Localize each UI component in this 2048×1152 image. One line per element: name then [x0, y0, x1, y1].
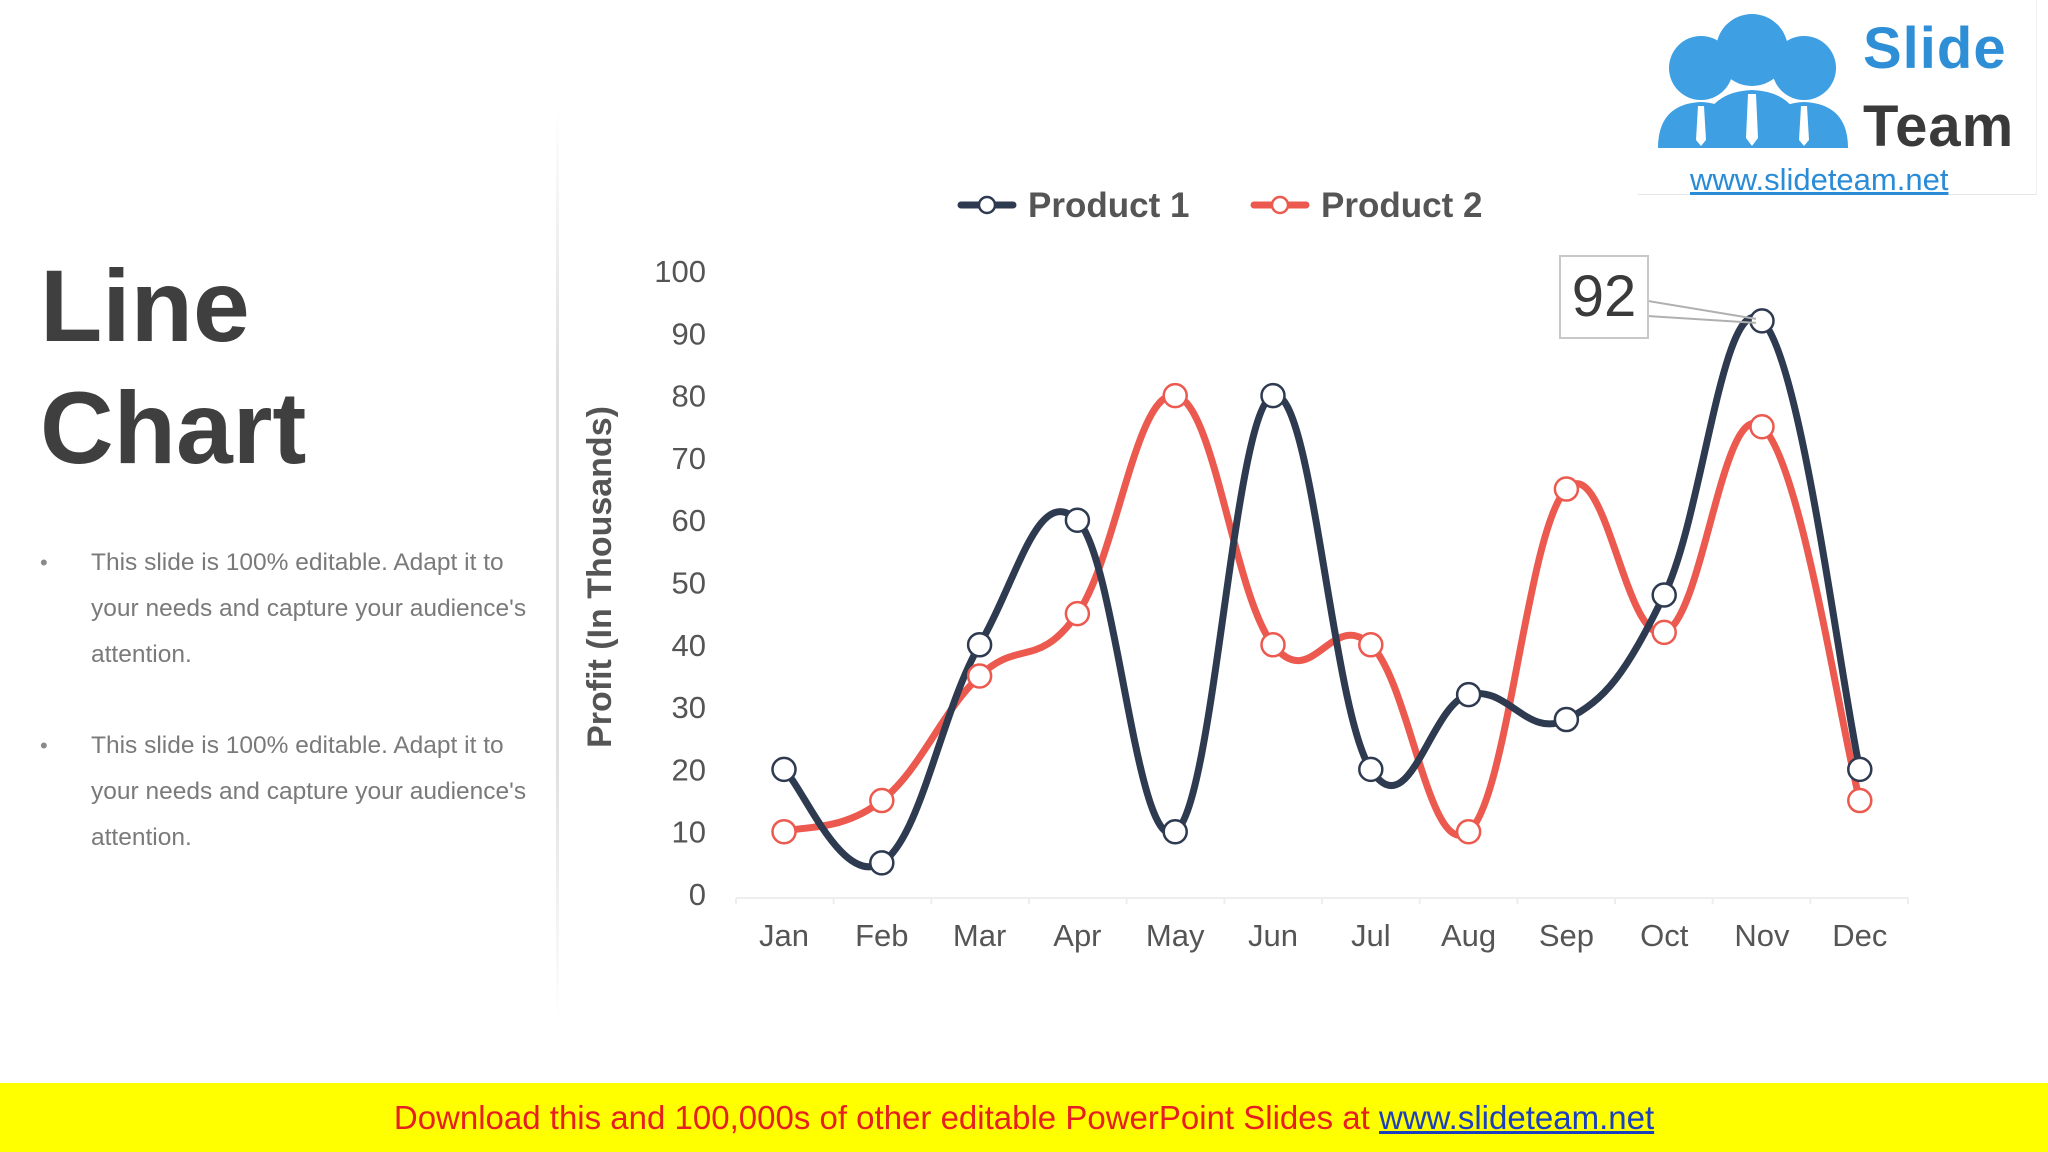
title-line-1: Line — [40, 249, 250, 363]
data-point-series-2 — [1847, 787, 1873, 814]
data-point-series-2 — [771, 818, 797, 845]
data-point-series-1 — [1553, 706, 1580, 733]
data-point-series-1 — [1749, 308, 1775, 334]
annotation-box — [1559, 255, 1649, 339]
x-tick-label: May — [1146, 918, 1205, 953]
data-point-series-1 — [1651, 582, 1677, 608]
data-point-series-2 — [1553, 476, 1580, 502]
y-tick-label: 60 — [672, 503, 706, 538]
annotation-leader — [1647, 300, 1757, 320]
data-point-series-2 — [1358, 632, 1384, 658]
legend-swatch-marker — [977, 195, 997, 215]
series-line-2 — [780, 392, 1864, 839]
x-tick-label: Sep — [1539, 918, 1594, 953]
y-tick-label: 0 — [689, 877, 706, 912]
series-line-1 — [780, 314, 1864, 871]
x-tick-label: Jan — [759, 918, 809, 953]
annotation-label: 92 — [1572, 264, 1637, 329]
bullet-text-line: your needs and capture your audience's — [91, 778, 527, 805]
y-tick-label: 30 — [672, 690, 706, 725]
annotation-leader — [1647, 315, 1757, 324]
y-axis-label: Profit (In Thousands) — [581, 406, 619, 748]
logo-word-team: Team — [1863, 94, 2015, 159]
y-tick-label: 20 — [672, 752, 706, 787]
data-point-series-2 — [1749, 414, 1775, 440]
data-point-series-1 — [1358, 756, 1384, 783]
logo-word-slide: Slide — [1863, 16, 2007, 81]
x-tick-label: Dec — [1832, 918, 1887, 953]
y-tick-label: 10 — [672, 815, 706, 850]
legend-label: Product 1 — [1028, 186, 1189, 225]
slideteam-logo: Slide Team www.slideteam.net — [1638, 0, 2037, 197]
x-tick-label: Apr — [1053, 918, 1101, 953]
bullet-dot-icon: • — [40, 733, 48, 758]
data-point-series-1 — [1847, 756, 1873, 783]
bullet-item: • This slide is 100% editable. Adapt it … — [40, 723, 560, 861]
data-point-series-2 — [1455, 818, 1482, 845]
banner-text: Download this and 100,000s of other edit… — [393, 1099, 1379, 1136]
y-tick-label: 90 — [672, 316, 706, 351]
bullet-dot-icon: • — [40, 550, 48, 575]
data-point-series-2 — [1651, 619, 1677, 646]
data-point-series-1 — [966, 632, 993, 658]
x-tick-label: Aug — [1441, 918, 1496, 953]
y-tick-label: 100 — [654, 254, 706, 289]
data-point-series-2 — [869, 787, 895, 814]
y-tick-label: 70 — [672, 441, 706, 476]
logo-frame — [1638, 0, 2037, 195]
data-point-series-2 — [1162, 382, 1188, 409]
bullet-text-line: This slide is 100% editable. Adapt it to — [91, 549, 504, 576]
bullet-text-line: attention. — [91, 824, 192, 851]
data-point-series-2 — [966, 663, 993, 689]
people-logo-icon — [1658, 14, 1848, 148]
y-tick-label: 50 — [672, 566, 706, 601]
download-banner: Download this and 100,000s of other edit… — [0, 1083, 2048, 1152]
x-tick-label: Nov — [1734, 918, 1790, 953]
data-point-series-2 — [1260, 632, 1286, 658]
x-tick-label: Jun — [1248, 918, 1298, 953]
line-chart: 0 10 20 30 40 50 60 70 80 90 100 Jan Feb Mar Apr May Jun… — [581, 186, 1909, 953]
legend-label: Product 2 — [1321, 186, 1482, 225]
y-tick-label: 80 — [672, 379, 706, 414]
bullet-list: • This slide is 100% editable. Adapt it … — [40, 540, 560, 906]
vertical-divider — [556, 110, 559, 1020]
bullet-text-line: This slide is 100% editable. Adapt it to — [91, 732, 504, 759]
bullet-item: • This slide is 100% editable. Adapt it … — [40, 540, 560, 678]
data-point-series-1 — [771, 756, 797, 783]
x-tick-label: Jul — [1351, 918, 1391, 953]
slide-title: Line Chart — [40, 245, 520, 489]
title-line-2: Chart — [40, 371, 307, 485]
data-point-series-2 — [1064, 600, 1091, 627]
data-point-series-1 — [1064, 507, 1091, 533]
data-point-series-1 — [1455, 681, 1482, 708]
x-tick-label: Oct — [1640, 918, 1689, 953]
data-point-series-1 — [869, 850, 895, 876]
data-point-series-1 — [1162, 818, 1188, 845]
logo-url-link[interactable]: www.slideteam.net — [1690, 162, 1949, 197]
banner-link[interactable]: www.slideteam.net — [1379, 1099, 1655, 1136]
y-tick-label: 40 — [672, 628, 706, 663]
x-tick-label: Mar — [953, 918, 1006, 953]
data-point-series-1 — [1260, 382, 1286, 409]
x-tick-label: Feb — [855, 918, 908, 953]
legend-swatch-marker — [1270, 195, 1290, 215]
bullet-text-line: your needs and capture your audience's — [91, 595, 527, 622]
bullet-text-line: attention. — [91, 641, 192, 668]
